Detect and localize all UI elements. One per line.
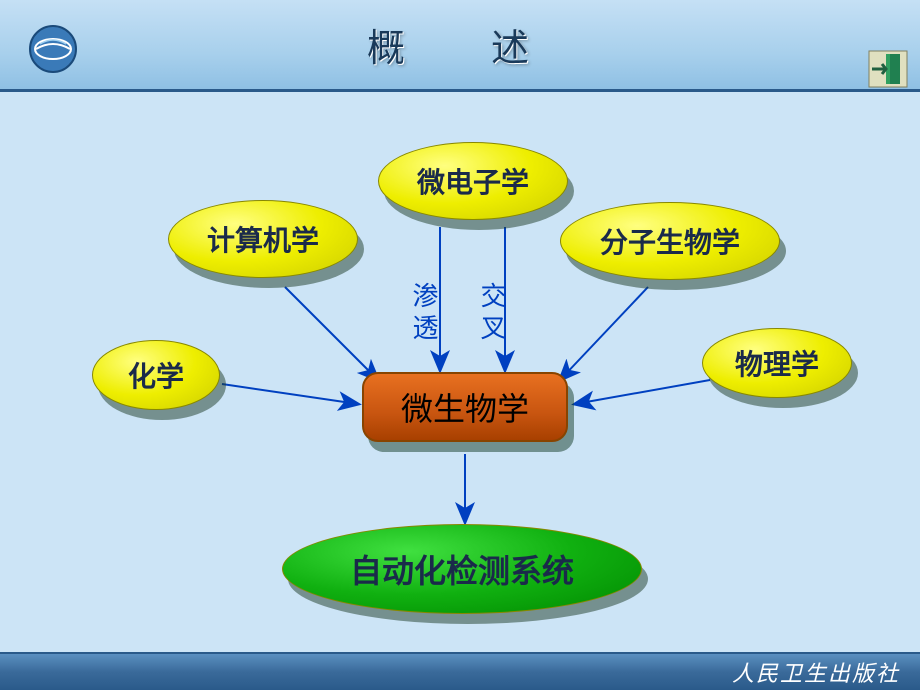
edge-arrow xyxy=(222,384,358,404)
publisher-text: 人民卫生出版社 xyxy=(732,656,900,688)
node-computer_science: 计算机学 xyxy=(168,200,358,278)
node-microbiology: 微生物学 xyxy=(362,372,568,442)
logo-icon xyxy=(28,24,78,74)
diagram-canvas: 渗透 交叉 微电子学计算机学 分子生物学化学 物理学微生物学自动化检测系统 xyxy=(0,92,920,652)
node-label: 自动化检测系统 xyxy=(350,546,574,592)
label-cross: 交叉 xyxy=(478,282,504,346)
exit-icon[interactable] xyxy=(868,50,908,88)
slide-header: 概 述 xyxy=(0,0,920,92)
label-permeate: 渗透 xyxy=(410,282,436,346)
node-molecular_biology: 分子生物学 xyxy=(560,202,780,280)
node-label: 化学 xyxy=(128,355,184,395)
edge-arrow xyxy=(575,380,710,404)
edge-arrow xyxy=(285,287,378,380)
slide-footer: 人民卫生出版社 xyxy=(0,652,920,690)
node-physics: 物理学 xyxy=(702,328,852,398)
node-label: 计算机学 xyxy=(207,219,319,259)
node-label: 物理学 xyxy=(735,343,819,383)
page-title: 概 述 xyxy=(367,17,553,72)
edge-arrow xyxy=(560,287,648,380)
node-automation_system: 自动化检测系统 xyxy=(282,524,642,614)
node-chemistry: 化学 xyxy=(92,340,220,410)
node-microelectronics: 微电子学 xyxy=(378,142,568,220)
node-label: 分子生物学 xyxy=(600,221,740,261)
node-label: 微生物学 xyxy=(401,384,529,430)
node-label: 微电子学 xyxy=(417,161,529,201)
